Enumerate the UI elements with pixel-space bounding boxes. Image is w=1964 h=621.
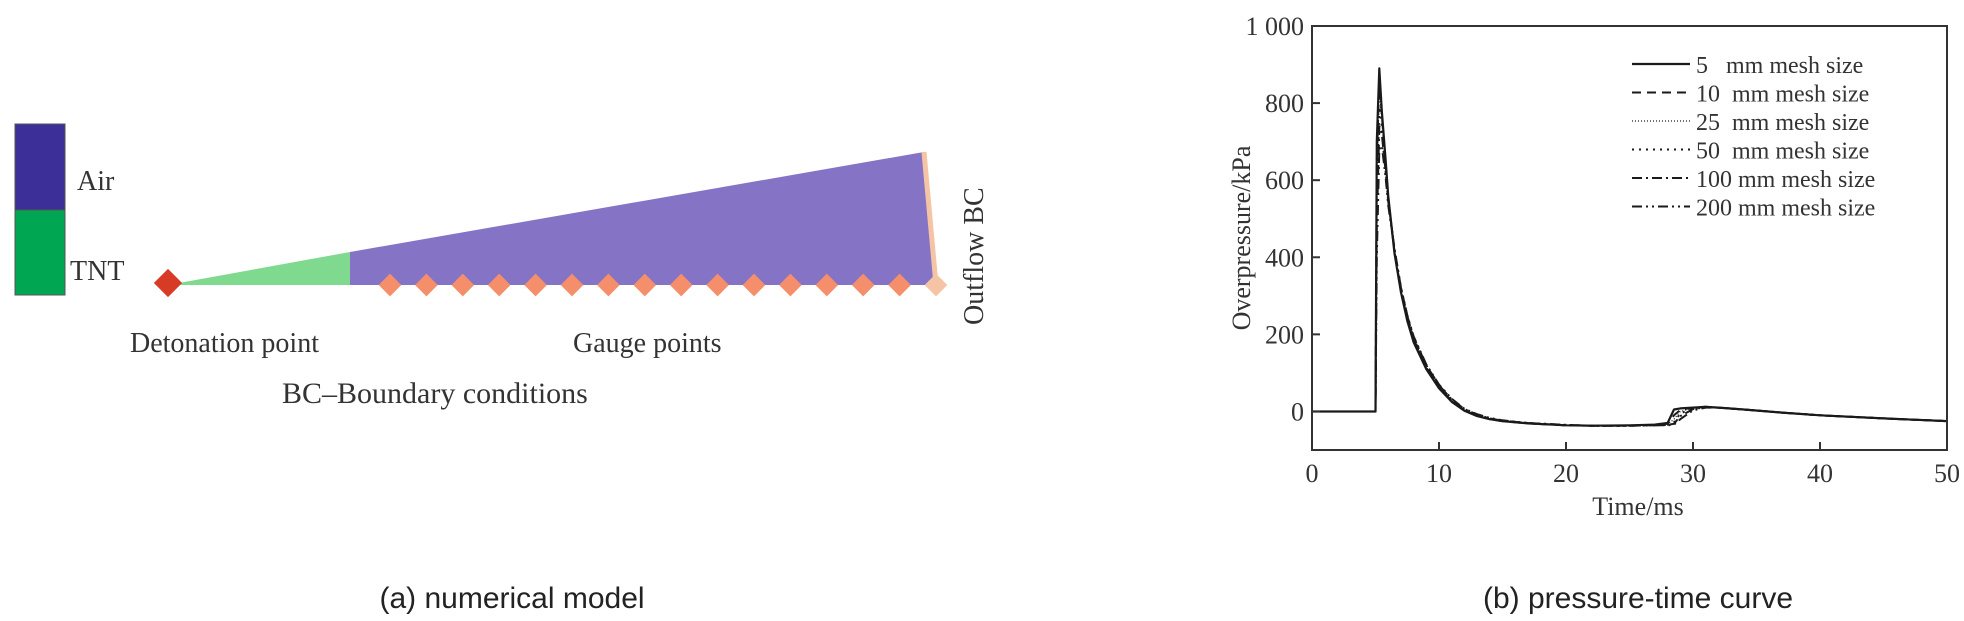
y-tick-label: 400: [1265, 243, 1304, 272]
air-region: [350, 152, 936, 285]
gauge-point-marker: [597, 273, 620, 297]
air-legend-label: Air: [77, 166, 115, 197]
tnt-legend-label: TNT: [70, 256, 124, 287]
gauge-point-marker: [706, 273, 729, 297]
tnt-region: [168, 252, 350, 285]
y-tick-label: 0: [1291, 397, 1304, 426]
gauge-point-marker: [487, 273, 511, 297]
gauge-point-marker: [888, 273, 911, 297]
panel-a-caption: (a) numerical model: [379, 582, 644, 615]
y-axis-title: Overpressure/kPa: [1227, 145, 1256, 330]
bc-note: BC–Boundary conditions: [282, 377, 588, 410]
legend-label: 50 mm mesh size: [1696, 139, 1869, 165]
gauge-point-marker: [378, 273, 402, 297]
x-axis-title: Time/ms: [1592, 492, 1684, 521]
x-tick-label: 30: [1680, 459, 1706, 488]
legend-label: 5 mm mesh size: [1696, 53, 1863, 79]
series-line-6: [1312, 144, 1948, 427]
air-legend-swatch: [14, 123, 66, 211]
series-line-3: [1312, 90, 1948, 427]
series-line-2: [1312, 79, 1948, 427]
x-tick-label: 40: [1807, 459, 1833, 488]
y-tick-label: 200: [1265, 320, 1304, 349]
y-tick-label: 600: [1265, 166, 1304, 195]
x-tick-label: 50: [1934, 459, 1960, 488]
outflow-boundary: [921, 151, 939, 286]
legend-label: 100 mm mesh size: [1696, 167, 1875, 193]
plot-frame: [1311, 25, 1948, 451]
gauge-point-marker: [560, 273, 584, 297]
gauge-point-marker: [524, 273, 547, 297]
gauge-point-marker: [415, 273, 438, 297]
y-tick-label: 800: [1265, 89, 1304, 118]
gauge-points-label: Gauge points: [573, 328, 722, 359]
legend-label: 25 mm mesh size: [1696, 110, 1869, 136]
gauge-point-marker: [815, 273, 839, 297]
numerical-model-panel: Air TNT Detonation point Gauge points Ou…: [14, 123, 990, 615]
gauge-point-marker: [669, 273, 693, 297]
chart-ticks: 0 10 20 30 40 50 0 200 400 600 800 1 000: [1246, 12, 1961, 488]
outflow-bc-label: Outflow BC: [959, 187, 990, 325]
legend-label: 200 mm mesh size: [1696, 196, 1875, 222]
chart-series: [1312, 67, 1948, 427]
gauge-point-marker: [451, 273, 475, 297]
gauge-point-marker: [924, 273, 948, 297]
gauge-point-marker: [742, 273, 766, 297]
panel-b-caption: (b) pressure-time curve: [1483, 582, 1793, 615]
y-tick-label: 1 000: [1246, 12, 1305, 41]
tnt-legend-swatch: [14, 209, 66, 296]
detonation-point-label: Detonation point: [130, 328, 319, 359]
x-tick-label: 10: [1426, 459, 1452, 488]
legend-label: 10 mm mesh size: [1696, 82, 1869, 108]
x-tick-label: 0: [1306, 459, 1319, 488]
gauge-point-marker: [779, 273, 802, 297]
gauge-point-marker: [633, 273, 657, 297]
gauge-point-marker: [851, 273, 875, 297]
gauge-points: [378, 273, 948, 297]
detonation-point-marker: [153, 268, 183, 298]
x-tick-label: 20: [1553, 459, 1579, 488]
pressure-time-chart: 0 10 20 30 40 50 0 200 400 600 800 1 000 5 mm mesh …: [1227, 12, 1960, 615]
